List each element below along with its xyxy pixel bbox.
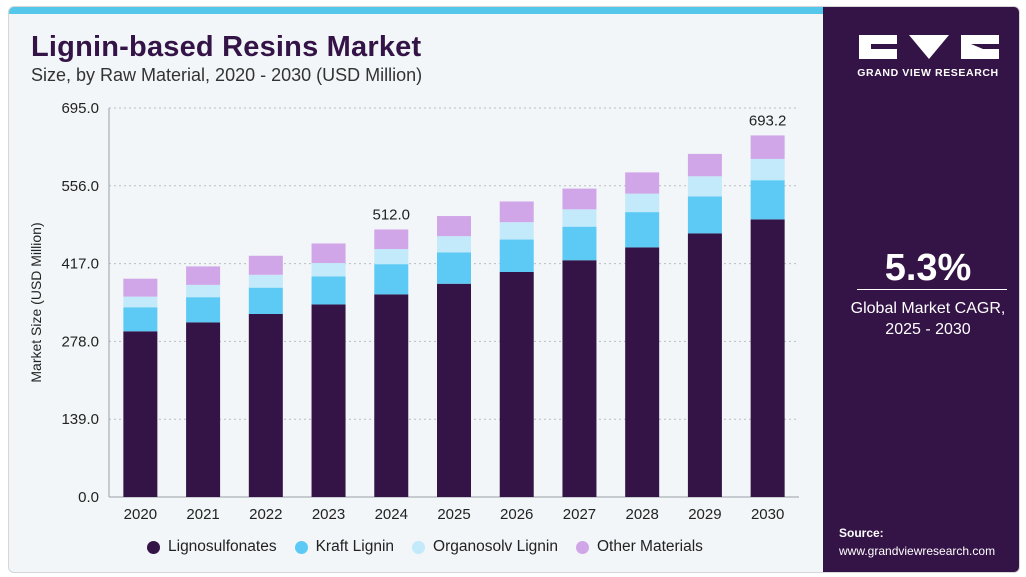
y-tick-label: 417.0 [61,256,99,273]
legend-label: Other Materials [596,538,703,555]
y-tick-label: 278.0 [61,333,99,350]
bar-kraft-lignin [499,239,534,272]
legend-item-kraft-lignin: Kraft Lignin [294,538,395,556]
bar-organosolv-lignin [437,236,471,253]
chart-card: Lignin-based Resins Market Size, by Raw … [8,6,1020,573]
bar-organosolv-lignin [248,274,283,288]
legend-item-other-materials: Other Materials [575,538,703,556]
accent-bar [9,7,823,14]
cagr-label: Global Market CAGR, 2025 - 2030 [823,298,1019,340]
x-tick-label: 2024 [375,506,408,523]
bar-organosolv-lignin [687,176,722,197]
brand-name: GRAND VIEW RESEARCH [857,67,999,79]
chart-legend: Lignosulfonates Kraft Lignin Organosolv … [147,537,721,557]
side-panel: GRAND VIEW RESEARCH 5.3% Global Market C… [823,7,1019,572]
bar-kraft-lignin [625,212,660,248]
legend-swatch [147,540,160,554]
gvr-logo-icon [859,35,999,59]
x-tick-label: 2030 [751,506,784,523]
bar-other-materials [186,266,221,285]
legend-swatch [575,540,589,554]
bar-kraft-lignin [248,287,283,314]
x-tick-label: 2029 [688,506,721,523]
data-label: 512.0 [372,206,410,223]
bar-lignosulfonates [311,304,346,497]
x-tick-label: 2021 [186,506,219,523]
legend-label: Kraft Lignin [315,538,395,555]
bar-kraft-lignin [750,180,785,220]
bar-lignosulfonates [248,313,283,497]
bar-lignosulfonates [499,271,534,497]
bar-lignosulfonates [186,322,221,497]
chart-subtitle: Size, by Raw Material, 2020 - 2030 (USD … [31,65,423,85]
legend-swatch [412,540,426,554]
bar-other-materials [437,216,471,237]
bar-other-materials [562,188,597,210]
bar-kraft-lignin [562,226,597,261]
y-tick-label: 139.0 [61,411,99,428]
bar-kraft-lignin [186,297,221,323]
cagr-label-line1: Global Market CAGR, [850,300,1006,317]
legend-item-organosolv-lignin: Organosolv Lignin [412,538,558,556]
bar-organosolv-lignin [311,263,346,277]
bar-kraft-lignin [374,264,409,295]
bar-organosolv-lignin [625,193,660,213]
bar-kraft-lignin [123,307,158,332]
bar-kraft-lignin [687,196,722,234]
bar-other-materials [311,243,346,264]
bar-other-materials [248,255,283,275]
bar-layer [123,135,785,497]
x-tick-label: 2028 [625,506,658,523]
cagr-label-line2: 2025 - 2030 [885,321,971,338]
x-tick-label: 2022 [249,506,282,523]
legend-swatch [294,540,308,554]
x-tick-label: 2027 [563,506,596,523]
bar-other-materials [625,172,660,194]
bar-kraft-lignin [311,276,346,305]
cagr-divider [857,289,1007,290]
bar-other-materials [123,278,158,297]
bar-organosolv-lignin [374,249,409,265]
cagr-value: 5.3% [884,247,972,289]
bar-chart: 0.0 139.0 278.0 417.0 556.0 695.0 Market Size … [28,100,799,523]
bar-organosolv-lignin [562,209,597,227]
label-layer: 0.0 139.0 278.0 417.0 556.0 695.0 Market Size … [28,100,786,523]
bar-organosolv-lignin [499,222,534,240]
data-label: 693.2 [749,112,787,129]
source-link[interactable]: www.grandviewresearch.com [839,544,996,558]
bar-other-materials [750,135,785,159]
y-tick-label: 556.0 [61,178,99,195]
x-tick-label: 2023 [312,506,345,523]
x-tick-label: 2020 [124,506,157,523]
bar-lignosulfonates [437,283,471,497]
bar-organosolv-lignin [123,296,158,308]
bar-lignosulfonates [562,260,597,497]
bar-other-materials [499,201,534,223]
x-tick-label: 2025 [437,506,470,523]
bar-other-materials [374,229,409,250]
x-tick-label: 2026 [500,506,533,523]
bar-lignosulfonates [687,233,722,497]
y-axis-title: Market Size (USD Million) [28,222,44,382]
bar-lignosulfonates [374,294,409,497]
page-title: Lignin-based Resins Market [31,31,422,63]
legend-label: Lignosulfonates [168,538,277,555]
bar-organosolv-lignin [750,158,785,181]
y-tick-label: 0.0 [78,489,99,506]
bar-other-materials [687,153,722,177]
legend-label: Organosolv Lignin [433,538,558,555]
bar-lignosulfonates [625,247,660,497]
y-tick-label: 695.0 [61,100,99,117]
legend-item-lignosulfonates: Lignosulfonates [147,538,277,556]
bar-kraft-lignin [437,252,471,284]
bar-lignosulfonates [123,331,158,497]
bar-organosolv-lignin [186,284,221,298]
source-label: Source: [839,526,884,540]
bar-lignosulfonates [750,219,785,497]
